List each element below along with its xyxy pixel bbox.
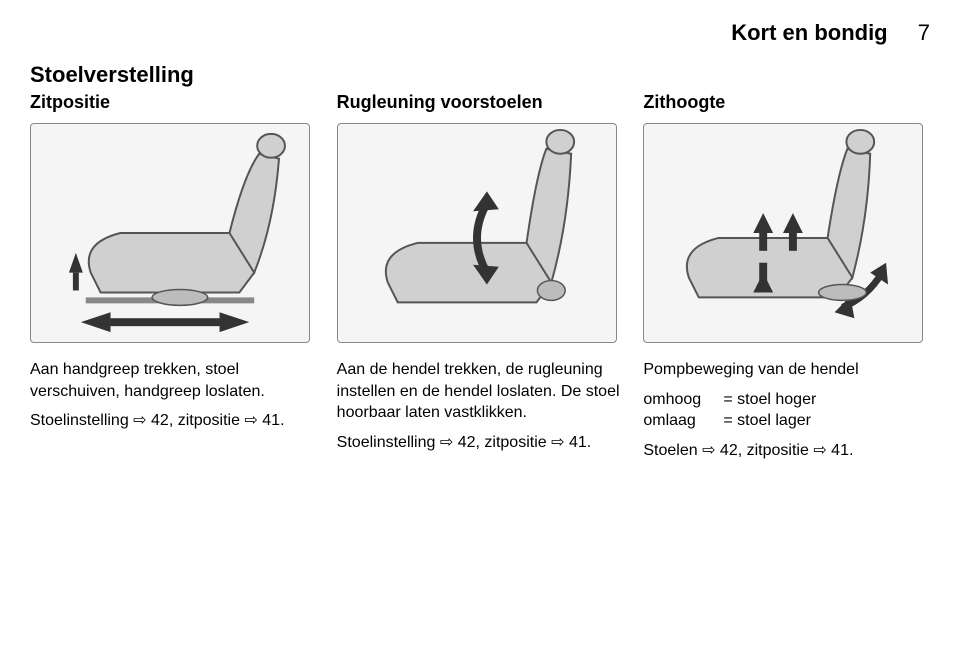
spacer: [643, 62, 930, 88]
spacer: [337, 62, 624, 88]
ref-icon: ⇨ 42: [440, 434, 476, 451]
t: Stoelinstelling: [30, 412, 133, 429]
ref-icon: ⇨ 41: [551, 434, 587, 451]
section-title: Stoelverstelling: [30, 62, 317, 88]
ref-icon: ⇨ 41: [813, 442, 849, 459]
t: Stoelen: [643, 442, 702, 459]
body-text-1: Pompbeweging van de hendel: [643, 359, 930, 381]
page-number: 7: [918, 20, 930, 46]
content-columns: Stoelverstelling Zitpositie: [30, 62, 930, 469]
t: .: [587, 434, 591, 451]
kv-key: omlaag: [643, 410, 723, 432]
kv-row-omhoog: omhoog = stoel hoger: [643, 389, 930, 411]
kv-val: = stoel hoger: [723, 389, 930, 411]
col-zithoogte: Zithoogte: [643, 62, 930, 469]
t: , zitpositie: [738, 442, 814, 459]
ref-icon: ⇨ 41: [244, 412, 280, 429]
chapter-title: Kort en bondig: [731, 20, 887, 45]
body-text-2: Stoelinstelling ⇨ 42, zitpositie ⇨ 41.: [337, 432, 624, 454]
sub-title-zithoogte: Zithoogte: [643, 92, 930, 113]
col-zitpositie: Stoelverstelling Zitpositie: [30, 62, 317, 469]
sub-title-rugleuning: Rugleuning voorstoelen: [337, 92, 624, 113]
t: Stoelinstelling: [337, 434, 440, 451]
t: .: [280, 412, 284, 429]
kv-key: omhoog: [643, 389, 723, 411]
illustration-rugleuning: [337, 123, 617, 343]
page-header: Kort en bondig 7: [30, 20, 930, 46]
body-text-2: Stoelen ⇨ 42, zitpositie ⇨ 41.: [643, 440, 930, 462]
ref-icon: ⇨ 42: [133, 412, 169, 429]
t: .: [849, 442, 853, 459]
kv-val: = stoel lager: [723, 410, 930, 432]
illustration-zitpositie: [30, 123, 310, 343]
body-text-1: Aan handgreep trekken, stoel verschuiven…: [30, 359, 317, 402]
body-text-1: Aan de hendel trekken, de rugleuning ins…: [337, 359, 624, 424]
sub-title-zitpositie: Zitpositie: [30, 92, 317, 113]
col-rugleuning: Rugleuning voorstoelen Aan de hendel tre…: [337, 62, 624, 469]
ref-icon: ⇨ 42: [702, 442, 738, 459]
kv-row-omlaag: omlaag = stoel lager: [643, 410, 930, 432]
illustration-zithoogte: [643, 123, 923, 343]
t: , zitpositie: [169, 412, 245, 429]
t: , zitpositie: [476, 434, 552, 451]
body-text-2: Stoelinstelling ⇨ 42, zitpositie ⇨ 41.: [30, 410, 317, 432]
